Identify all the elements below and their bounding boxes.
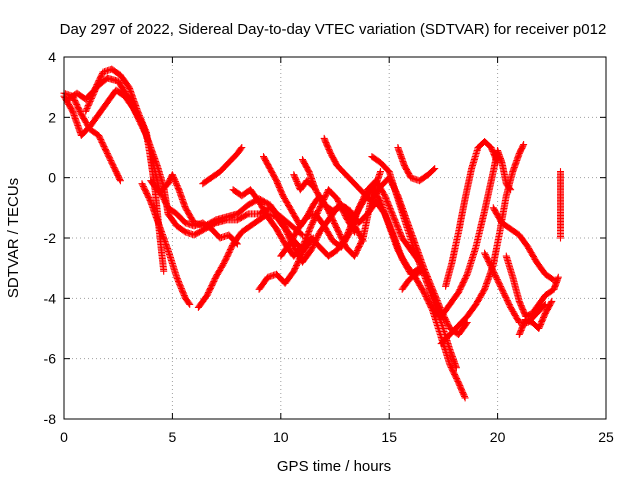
series-arc-8 bbox=[199, 144, 246, 188]
y-tick-label: -8 bbox=[44, 411, 57, 427]
series-arc-19 bbox=[437, 147, 515, 320]
y-tick-label: -6 bbox=[44, 351, 57, 367]
x-axis-title: GPS time / hours bbox=[277, 458, 391, 475]
plus-markers bbox=[437, 141, 528, 348]
plus-markers bbox=[277, 177, 424, 266]
plus-markers bbox=[82, 74, 241, 248]
plus-markers bbox=[138, 180, 194, 308]
chart-title: Day 297 of 2022, Sidereal Day-to-day VTE… bbox=[60, 21, 607, 38]
series-arc-12 bbox=[277, 177, 424, 266]
plus-markers bbox=[394, 144, 439, 185]
plus-markers bbox=[398, 267, 426, 293]
series-arc-24 bbox=[502, 252, 562, 320]
plus-markers bbox=[489, 204, 558, 284]
plus-markers bbox=[442, 138, 502, 290]
y-tick-label: 0 bbox=[48, 170, 56, 186]
data-marks bbox=[60, 65, 564, 402]
y-tick-label: -4 bbox=[44, 290, 57, 306]
series-arc-20 bbox=[437, 141, 528, 348]
x-tick-label: 25 bbox=[598, 429, 614, 445]
plus-markers bbox=[502, 252, 562, 320]
y-tick-label: -2 bbox=[44, 230, 57, 246]
series-arc-17 bbox=[394, 144, 439, 185]
y-tick-label: 2 bbox=[48, 109, 56, 125]
series-arc-16 bbox=[368, 153, 460, 372]
plus-markers bbox=[199, 144, 246, 188]
y-tick-labels: -8 -6 -4 -2 0 2 4 bbox=[44, 49, 57, 427]
series-arc-21 bbox=[442, 138, 502, 290]
series-arc-4 bbox=[82, 74, 241, 248]
series-arc-25 bbox=[515, 297, 556, 338]
plus-markers bbox=[557, 168, 564, 242]
x-tick-label: 0 bbox=[60, 429, 68, 445]
x-tick-label: 5 bbox=[169, 429, 177, 445]
axis-ticks bbox=[63, 56, 607, 420]
plus-markers bbox=[515, 297, 556, 338]
series-arc-23 bbox=[489, 204, 558, 284]
x-tick-label: 10 bbox=[273, 429, 289, 445]
x-tick-labels: 0 5 10 15 20 25 bbox=[60, 429, 614, 445]
x-tick-label: 20 bbox=[490, 429, 506, 445]
series-arc-18 bbox=[398, 267, 426, 293]
x-tick-label: 15 bbox=[381, 429, 397, 445]
plus-markers bbox=[368, 153, 460, 372]
plus-markers bbox=[299, 156, 424, 278]
plus-markers bbox=[437, 147, 515, 320]
grid-lines bbox=[64, 57, 606, 419]
series-arc-14 bbox=[299, 156, 424, 278]
series-arc-26 bbox=[557, 168, 564, 242]
y-tick-label: 4 bbox=[48, 49, 56, 65]
series-arc-5 bbox=[138, 180, 194, 308]
y-axis-title: SDTVAR / TECUs bbox=[5, 178, 22, 298]
